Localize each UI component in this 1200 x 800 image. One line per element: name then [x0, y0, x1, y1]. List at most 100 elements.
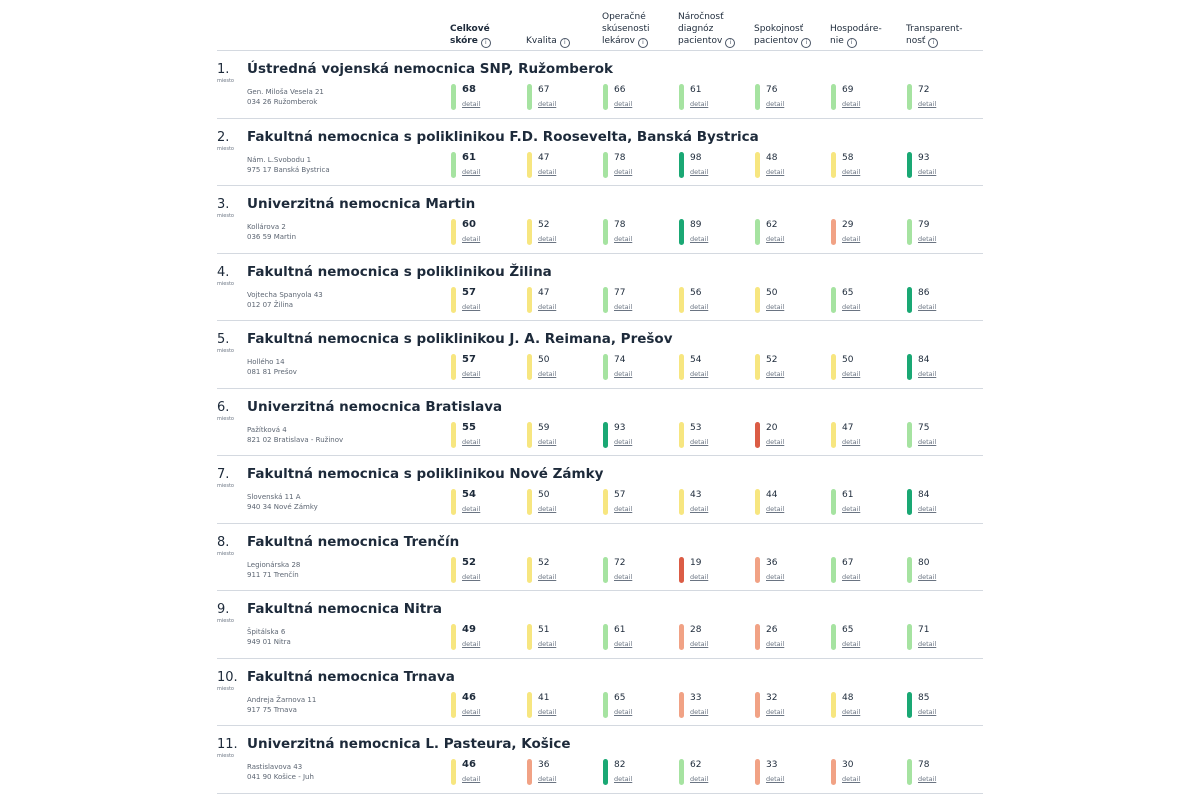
detail-link[interactable]: detail [690, 437, 709, 446]
detail-link[interactable]: detail [842, 437, 861, 446]
score-bar [603, 151, 608, 178]
detail-link[interactable]: detail [690, 167, 709, 176]
detail-link[interactable]: detail [766, 437, 785, 446]
detail-link[interactable]: detail [462, 572, 481, 581]
info-icon[interactable]: i [637, 38, 648, 48]
table-row: 7. miesto Fakultná nemocnica s polikliniko… [217, 456, 983, 524]
detail-link[interactable]: detail [842, 167, 861, 176]
detail-link[interactable]: detail [766, 167, 785, 176]
detail-link[interactable]: detail [918, 775, 937, 783]
detail-link[interactable]: detail [690, 100, 709, 108]
detail-link[interactable]: detail [538, 640, 557, 648]
detail-link[interactable]: detail [538, 302, 557, 311]
detail-link[interactable]: detail [918, 640, 937, 648]
detail-link[interactable]: detail [462, 437, 481, 446]
score-bar [755, 759, 760, 785]
score-value: 52 [766, 355, 778, 365]
detail-link[interactable]: detail [538, 775, 557, 783]
info-icon[interactable]: i [559, 38, 570, 48]
detail-link[interactable]: detail [766, 100, 785, 108]
detail-link[interactable]: detail [842, 775, 861, 783]
detail-link[interactable]: detail [462, 505, 481, 513]
detail-link[interactable]: detail [842, 640, 861, 648]
score-bar [831, 286, 836, 313]
info-icon[interactable]: i [480, 38, 491, 48]
score-bar [527, 354, 532, 380]
detail-link[interactable]: detail [614, 437, 633, 446]
score-value: 47 [842, 422, 854, 433]
detail-link[interactable]: detail [538, 505, 557, 513]
detail-link[interactable]: detail [614, 775, 633, 783]
table-row: 8. miesto Fakultná nemocnica Trenčín Legion… [217, 524, 983, 591]
score-value: 57 [614, 490, 626, 500]
detail-link[interactable]: detail [842, 302, 861, 311]
detail-link[interactable]: detail [690, 235, 709, 243]
detail-link[interactable]: detail [462, 235, 481, 243]
detail-link[interactable]: detail [766, 640, 785, 648]
detail-link[interactable]: detail [462, 167, 481, 176]
detail-link[interactable]: detail [690, 505, 709, 513]
detail-link[interactable]: detail [766, 370, 785, 378]
detail-link[interactable]: detail [538, 370, 557, 378]
detail-link[interactable]: detail [842, 100, 861, 108]
score-value: 50 [842, 355, 854, 365]
detail-link[interactable]: detail [614, 505, 633, 513]
detail-link[interactable]: detail [918, 370, 937, 378]
detail-link[interactable]: detail [614, 100, 633, 108]
detail-link[interactable]: detail [842, 707, 861, 716]
detail-link[interactable]: detail [614, 707, 633, 716]
detail-link[interactable]: detail [690, 572, 709, 581]
detail-link[interactable]: detail [462, 640, 481, 648]
detail-link[interactable]: detail [690, 370, 709, 378]
detail-link[interactable]: detail [918, 167, 937, 176]
detail-link[interactable]: detail [462, 775, 481, 783]
detail-link[interactable]: detail [462, 302, 481, 311]
score-value: 36 [766, 557, 778, 568]
detail-link[interactable]: detail [614, 640, 633, 648]
detail-link[interactable]: detail [614, 302, 633, 311]
detail-link[interactable]: detail [690, 707, 709, 716]
detail-link[interactable]: detail [614, 235, 633, 243]
detail-link[interactable]: detail [690, 302, 709, 311]
info-icon[interactable]: i [801, 38, 812, 48]
detail-link[interactable]: detail [918, 235, 937, 243]
detail-link[interactable]: detail [766, 775, 785, 783]
detail-link[interactable]: detail [614, 370, 633, 378]
info-icon[interactable]: i [928, 38, 939, 48]
detail-link[interactable]: detail [538, 100, 557, 108]
detail-link[interactable]: detail [538, 235, 557, 243]
rank-number: 1. [217, 62, 230, 77]
detail-link[interactable]: detail [462, 707, 481, 716]
detail-link[interactable]: detail [766, 572, 785, 581]
detail-link[interactable]: detail [842, 370, 861, 378]
detail-link[interactable]: detail [538, 707, 557, 716]
detail-link[interactable]: detail [462, 100, 481, 108]
info-icon[interactable]: i [846, 38, 857, 48]
detail-link[interactable]: detail [766, 707, 785, 716]
score-bar [527, 691, 532, 718]
detail-link[interactable]: detail [690, 640, 709, 648]
detail-link[interactable]: detail [842, 235, 861, 243]
detail-link[interactable]: detail [538, 167, 557, 176]
detail-link[interactable]: detail [614, 572, 633, 581]
info-icon[interactable]: i [725, 38, 736, 48]
detail-link[interactable]: detail [766, 302, 785, 311]
detail-link[interactable]: detail [766, 235, 785, 243]
detail-link[interactable]: detail [918, 505, 937, 513]
detail-link[interactable]: detail [918, 100, 937, 108]
detail-link[interactable]: detail [538, 572, 557, 581]
detail-link[interactable]: detail [690, 775, 709, 783]
detail-link[interactable]: detail [918, 572, 937, 581]
hospital-name: Fakultná nemocnica s poliklinikou F.D. R… [247, 128, 759, 145]
detail-link[interactable]: detail [918, 707, 937, 716]
column-header: Operačné skúsenosti lekárov i [602, 11, 649, 48]
detail-link[interactable]: detail [918, 302, 937, 311]
detail-link[interactable]: detail [538, 437, 557, 446]
detail-link[interactable]: detail [766, 505, 785, 513]
detail-link[interactable]: detail [614, 167, 633, 176]
detail-link[interactable]: detail [462, 370, 481, 378]
detail-link[interactable]: detail [842, 572, 861, 581]
hospital-city: 081 81 Prešov [247, 368, 297, 376]
detail-link[interactable]: detail [842, 505, 861, 513]
detail-link[interactable]: detail [918, 437, 937, 446]
